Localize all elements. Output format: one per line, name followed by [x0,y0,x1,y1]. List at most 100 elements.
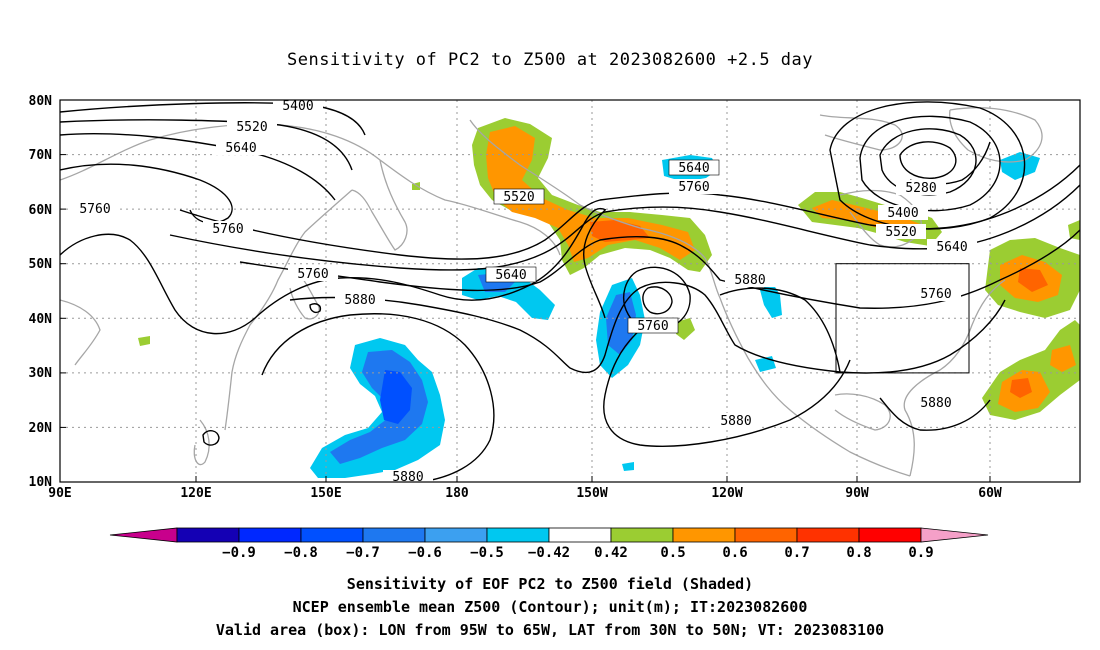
contour-5640-west [60,133,336,201]
colorbar-label: 0.5 [660,545,685,561]
svg-text:5760: 5760 [212,222,243,237]
colorbar-label: −0.9 [222,545,256,561]
contour-label-5880-central-pacific: 5880 [711,413,761,429]
svg-text:5640: 5640 [678,161,709,176]
svg-text:5880: 5880 [720,414,751,429]
contour-label-5640-gulf-alaska: 5640 [668,159,720,176]
svg-text:5400: 5400 [887,206,918,221]
colorbar-label: 0.6 [722,545,747,561]
colorbar-label: 0.8 [846,545,871,561]
colorbar-cell [796,527,860,543]
lon-label-90e: 90E [48,486,71,501]
lon-label-120w: 120W [711,486,742,501]
contour-closed-high-philippines [202,430,220,446]
contour-label-5760-box: 5760 [911,286,961,302]
svg-text:5640: 5640 [936,240,967,255]
colorbar-cell [672,527,736,543]
lat-label-30n: 30N [29,366,53,381]
positive-speck-1 [676,318,695,340]
map-frame [59,99,1081,483]
colorbar-label: −0.7 [346,545,380,561]
contour-label-5640-canada: 5640 [927,239,977,255]
contour-label-5880-east-pacific: 5880 [725,272,775,288]
contour-main-jet-1 [179,164,1080,260]
svg-text:5880: 5880 [920,396,951,411]
axis-ticks [60,99,991,483]
contour-label-5400-west: 5400 [273,98,323,114]
positive-core-atlantic-north-2 [1018,268,1048,292]
caption-shading: Sensitivity of EOF PC2 to Z500 field (Sh… [346,575,754,593]
colorbar-label: 0.42 [594,545,628,561]
lat-label-60n: 60N [29,203,53,218]
coast-kamchatka [351,159,408,251]
svg-text:5760: 5760 [678,180,709,195]
colorbar-cell [858,527,922,543]
coast-alaska [469,119,721,299]
lon-label-120e: 120E [180,486,211,501]
lon-label-90w: 90W [845,486,869,501]
svg-text:5760: 5760 [637,319,668,334]
svg-text:5640: 5640 [225,141,256,156]
colorbar-cells [176,527,922,543]
colorbar-cell [424,527,488,543]
positive-core-atlantic-south-2 [1050,345,1076,372]
contour-label-5520-bering: 5520 [493,188,545,205]
coastlines [60,107,1043,477]
coast-japan [289,274,320,320]
coast-arctic-islands [819,114,903,151]
map-title: Sensitivity of PC2 to Z500 at 2023082600… [286,50,813,70]
contour-5880-atlantic [879,397,991,431]
coast-north-america-west [719,297,911,477]
contour-label-5520-canada: 5520 [876,224,926,240]
negative-area-hudson [1000,152,1040,180]
coast-asia-north [60,123,561,256]
colorbar-cell [176,527,240,543]
lat-label-70n: 70N [29,148,53,163]
lat-label-10n: 10N [29,475,53,490]
colorbar-cell [548,527,612,543]
latitude-labels: 80N 70N 60N 50N 40N 30N 20N 10N [29,94,53,490]
colorbar-cell [610,527,674,543]
colorbar-label: −0.5 [470,545,504,561]
contour-label-5520-west: 5520 [227,119,277,135]
contour-polar-low-1 [899,141,957,179]
contour-label-5880-subtropical: 5880 [383,470,433,485]
svg-text:5880: 5880 [344,293,375,308]
contour-label-5880-atlantic: 5880 [911,395,961,411]
coast-asia-east [224,189,353,431]
colorbar-cell [300,527,364,543]
contour-5880-central-pacific [603,329,851,447]
positive-speck-4 [1068,220,1080,240]
positive-speck-2 [138,336,150,346]
lat-label-40n: 40N [29,312,53,327]
colorbar-label: 0.9 [908,545,933,561]
coast-gulf-of-mexico [834,393,891,431]
colorbar-cell [734,527,798,543]
contour-label-5760-low: 5760 [627,317,679,334]
caption-valid-area: Valid area (box): LON from 95W to 65W, L… [215,621,885,639]
colorbar-cell [238,527,302,543]
contour-5880-east-pacific [719,287,841,373]
contour-5760-asia [60,207,607,335]
svg-text:5520: 5520 [885,225,916,240]
lon-label-180: 180 [445,486,469,501]
negative-speck-2 [622,462,634,471]
valid-area-box [835,263,970,374]
lon-label-60w: 60W [978,486,1002,501]
svg-text:5280: 5280 [905,181,936,196]
contour-label-5760-far-west: 5760 [70,201,120,217]
lat-label-80n: 80N [29,94,53,109]
contour-labels: 5400 5520 5640 5760 5760 5520 5640 5760 … [70,98,977,485]
svg-text:5520: 5520 [236,120,267,135]
positive-core-atlantic-south-3 [1010,378,1032,398]
coast-china [60,299,101,366]
lat-label-20n: 20N [29,421,53,436]
svg-text:5760: 5760 [920,287,951,302]
colorbar-label: 0.7 [784,545,809,561]
colorbar-cell [486,527,550,543]
contour-closed-low-150w-inner [642,286,673,315]
colorbar-arrow-right [920,527,989,543]
colorbar-label: −0.42 [528,545,570,561]
colorbar-labels: −0.9 −0.8 −0.7 −0.6 −0.5 −0.42 0.42 0.5 0.6 0.7 0.… [222,545,934,561]
